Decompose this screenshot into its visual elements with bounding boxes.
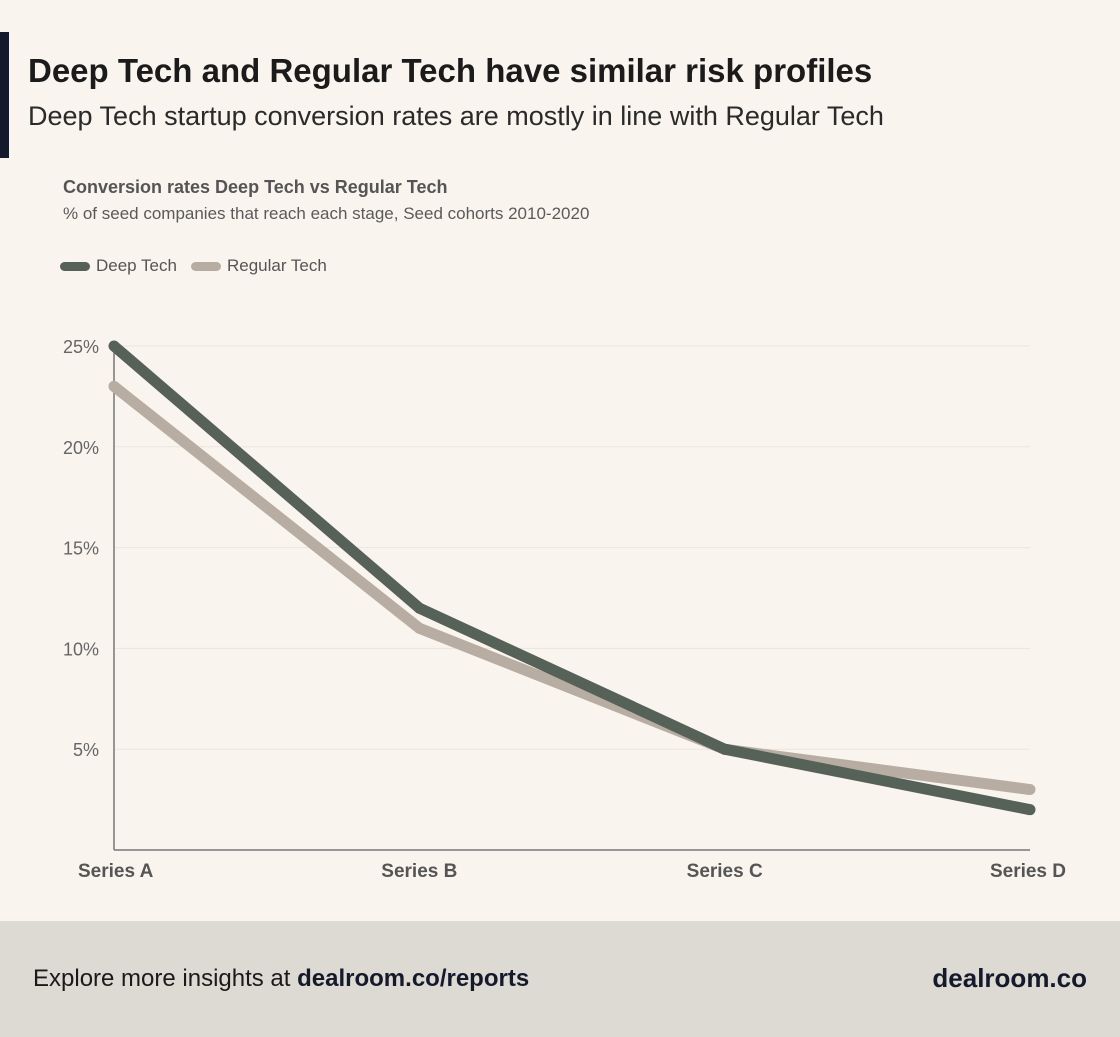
data-point-deep-tech [719, 743, 731, 755]
chart-legend: Deep Tech Regular Tech [60, 256, 341, 276]
line-chart: 5% 10% 15% 20% 25% Series A Series B Series C Se… [63, 337, 1066, 882]
footer-bar [0, 921, 1120, 1037]
chart-title: Conversion rates Deep Tech vs Regular Te… [63, 177, 448, 197]
y-tick-label: 15% [63, 539, 99, 559]
chart-subtitle: % of seed companies that reach each stag… [63, 204, 590, 223]
legend-swatch-deep-tech [60, 261, 90, 271]
legend-swatch-regular-tech [190, 261, 221, 271]
legend-label-regular-tech: Regular Tech [226, 256, 327, 275]
legend-label-deep-tech: Deep Tech [96, 256, 177, 275]
data-point-deep-tech [1024, 804, 1036, 816]
data-point-regular-tech [413, 622, 425, 634]
series-line-regular-tech [110, 382, 1031, 795]
data-point-regular-tech [1024, 784, 1036, 796]
page-title: Deep Tech and Regular Tech have similar … [28, 52, 873, 89]
x-tick-label: Series C [687, 861, 763, 882]
page-subtitle: Deep Tech startup conversion rates are m… [28, 101, 884, 131]
data-point-deep-tech [413, 602, 425, 614]
footer-text: Explore more insights at dealroom.co/rep… [33, 965, 529, 993]
y-tick-label: 25% [63, 337, 99, 357]
y-tick-label: 10% [63, 639, 99, 659]
x-tick-label: Series A [78, 861, 154, 882]
dealroom-logo[interactable]: dealroom.co [932, 963, 1087, 993]
data-point-deep-tech [108, 340, 120, 352]
y-tick-label: 20% [63, 438, 99, 458]
x-tick-label: Series D [990, 861, 1066, 882]
series-line-deep-tech [110, 341, 1032, 816]
legend-item-regular-tech: Regular Tech [190, 256, 327, 276]
reports-link[interactable]: dealroom.co/reports [297, 965, 530, 992]
legend-item-deep-tech: Deep Tech [60, 256, 177, 276]
y-tick-label: 5% [73, 740, 99, 760]
accent-bar [0, 32, 9, 158]
footer-prefix: Explore more insights at [33, 965, 298, 992]
x-tick-label: Series B [381, 861, 457, 882]
data-point-regular-tech [108, 380, 120, 392]
